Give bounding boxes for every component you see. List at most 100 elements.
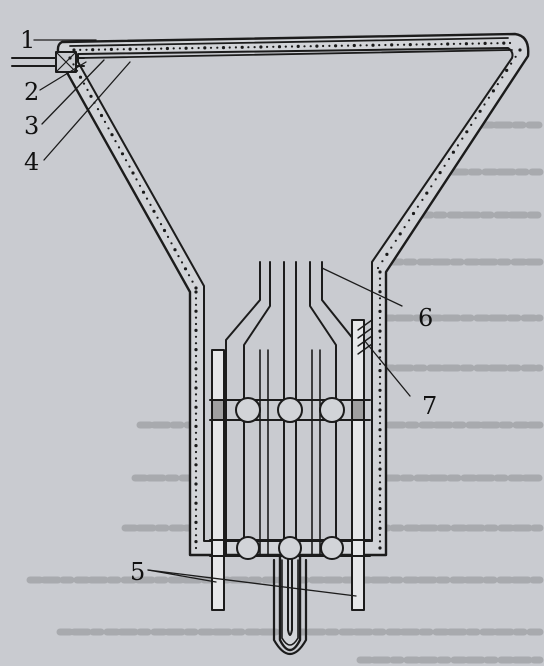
insulation-dot <box>153 47 157 50</box>
insulation-dot <box>194 546 198 550</box>
insulation-dot <box>501 76 504 79</box>
insulation-dot <box>228 46 231 49</box>
insulation-dot <box>191 47 194 50</box>
insulation-dot <box>322 44 325 48</box>
insulation-dot <box>378 474 382 477</box>
insulation-dot <box>378 369 382 373</box>
insulation-dot <box>160 47 163 50</box>
top-panel-lower <box>79 49 513 59</box>
insulation-dot <box>253 46 256 49</box>
insulation-dot <box>272 45 275 48</box>
insulation-dot <box>347 44 350 47</box>
insulation-dot <box>194 335 198 338</box>
insulation-dot <box>194 290 198 294</box>
insulation-dot <box>138 184 142 187</box>
insulation-dot <box>194 386 198 390</box>
insulation-dot <box>194 450 198 454</box>
insulation-dot <box>483 41 487 46</box>
insulation-dot <box>340 44 343 47</box>
insulation-dot <box>117 146 121 149</box>
insulation-dot <box>194 463 198 467</box>
insulation-dot <box>434 178 437 181</box>
insulation-dot <box>194 399 198 402</box>
insulation-dot <box>378 461 382 464</box>
insulation-dot <box>384 43 387 47</box>
insulation-dot <box>147 47 151 51</box>
insulation-dot <box>378 309 382 313</box>
insulation-dot <box>378 343 382 346</box>
insulation-dot <box>194 374 198 377</box>
insulation-dot <box>365 44 368 47</box>
insulation-dot <box>165 46 169 51</box>
insulation-dot <box>194 286 198 290</box>
insulation-markers <box>68 41 522 550</box>
insulation-dot <box>194 501 198 505</box>
insulation-dot <box>173 248 177 252</box>
insulation-dot <box>247 46 250 49</box>
insulation-dot <box>378 349 382 353</box>
insulation-dot <box>194 508 198 511</box>
insulation-dot <box>72 63 75 66</box>
insulation-dot <box>194 540 198 544</box>
insulation-dot <box>128 165 131 168</box>
insulation-dot <box>116 48 119 51</box>
insulation-dot <box>172 47 175 50</box>
insulation-dot <box>131 171 135 175</box>
insulation-dot <box>378 323 382 326</box>
insulation-dot <box>194 495 198 498</box>
insulation-dot <box>403 43 406 46</box>
insulation-dot <box>99 113 104 118</box>
insulation-dot <box>514 55 517 58</box>
callout-6: 6 <box>418 304 433 332</box>
insulation-dot <box>378 546 382 550</box>
insulation-dot <box>459 42 462 45</box>
insulation-dot <box>378 500 382 504</box>
insulation-dot <box>194 444 198 448</box>
insulation-dot <box>352 43 356 48</box>
insulation-dot <box>378 362 382 366</box>
leader-lines <box>33 39 411 597</box>
insulation-dot <box>505 68 509 72</box>
insulation-dot <box>194 322 198 326</box>
insulation-dot <box>421 198 424 201</box>
bottom-u-tube <box>272 558 308 656</box>
insulation-dot <box>296 44 300 49</box>
insulation-dot <box>378 290 382 294</box>
insulation-dot <box>415 43 418 46</box>
insulation-dot <box>438 171 442 175</box>
insulation-dot <box>259 45 263 49</box>
insulation-dot <box>194 457 198 460</box>
insulation-dot <box>452 42 455 46</box>
insulation-dot <box>194 520 198 525</box>
insulation-dot <box>378 447 382 451</box>
insulation-dot <box>446 42 450 46</box>
insulation-dot <box>109 47 113 52</box>
insulation-dot <box>378 356 382 359</box>
insulation-dot <box>315 44 319 48</box>
insulation-dot <box>141 47 144 51</box>
insulation-dot <box>194 303 198 306</box>
insulation-dot <box>502 41 506 45</box>
insulation-dot <box>408 219 411 222</box>
insulation-dot <box>97 48 100 51</box>
insulation-dot <box>114 140 117 143</box>
insulation-dot <box>470 123 473 126</box>
insulation-dot <box>93 101 96 104</box>
insulation-dot <box>427 42 431 46</box>
insulation-dot <box>221 46 226 50</box>
insulation-dot <box>378 284 382 287</box>
insulation-dot <box>194 489 198 492</box>
insulation-dot <box>91 48 95 52</box>
insulation-dot <box>390 43 394 47</box>
insulation-dot <box>78 75 83 79</box>
insulation-dot <box>376 266 380 270</box>
insulation-dot <box>197 46 200 50</box>
insulation-dot <box>378 382 382 385</box>
insulation-dot <box>464 42 468 46</box>
insulation-dot <box>474 117 477 120</box>
insulation-dot <box>378 540 382 543</box>
insulation-dot <box>378 277 382 280</box>
insulation-dot <box>378 494 382 497</box>
threaded-fitting <box>357 319 373 355</box>
insulation-dot <box>334 44 338 48</box>
